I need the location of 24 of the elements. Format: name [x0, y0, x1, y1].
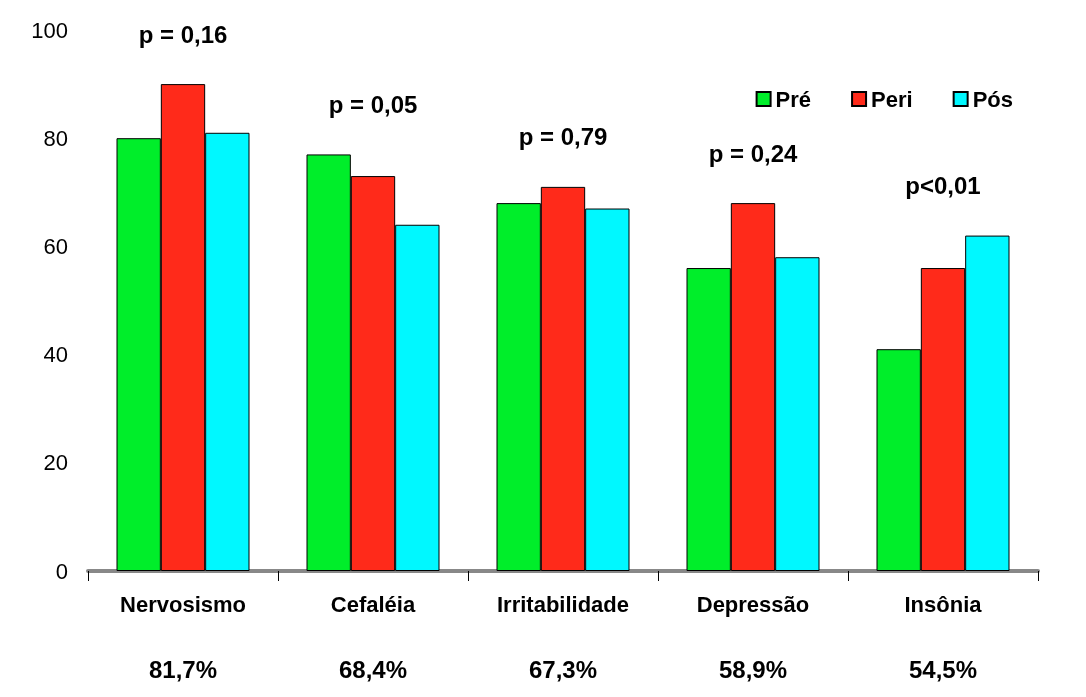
x-tick-label: Depressão — [696, 591, 810, 617]
x-tick-label: Nervosismo — [120, 591, 246, 617]
annotation: p = 0,79 — [518, 123, 608, 151]
text: 68,4% — [338, 655, 408, 683]
x-tick-label: Insônia — [904, 591, 983, 617]
legend-label: Pós — [972, 86, 1014, 112]
y-tick-label: 20 — [43, 450, 68, 476]
legend-label: Peri — [871, 86, 913, 112]
y-tick-label: 100 — [31, 17, 68, 43]
y-tick-label: 40 — [43, 342, 68, 368]
y-tick-label: 0 — [55, 558, 68, 584]
annotation: p = 0,05 — [328, 90, 418, 118]
text: 67,3% — [528, 655, 598, 683]
x-tick-label: Irritabilidade — [496, 591, 630, 617]
annotation: p<0,01 — [905, 172, 981, 200]
text: 58,9% — [718, 655, 788, 683]
text: 54,5% — [908, 655, 978, 683]
annotation: p = 0,16 — [138, 20, 228, 48]
annotation: p = 0,24 — [708, 139, 799, 167]
y-tick-label: 80 — [43, 125, 68, 151]
legend-label: Pré — [775, 86, 812, 112]
y-tick-label: 60 — [43, 233, 68, 259]
text: 81,7% — [148, 655, 218, 683]
x-tick-label: Cefaléia — [330, 591, 416, 617]
